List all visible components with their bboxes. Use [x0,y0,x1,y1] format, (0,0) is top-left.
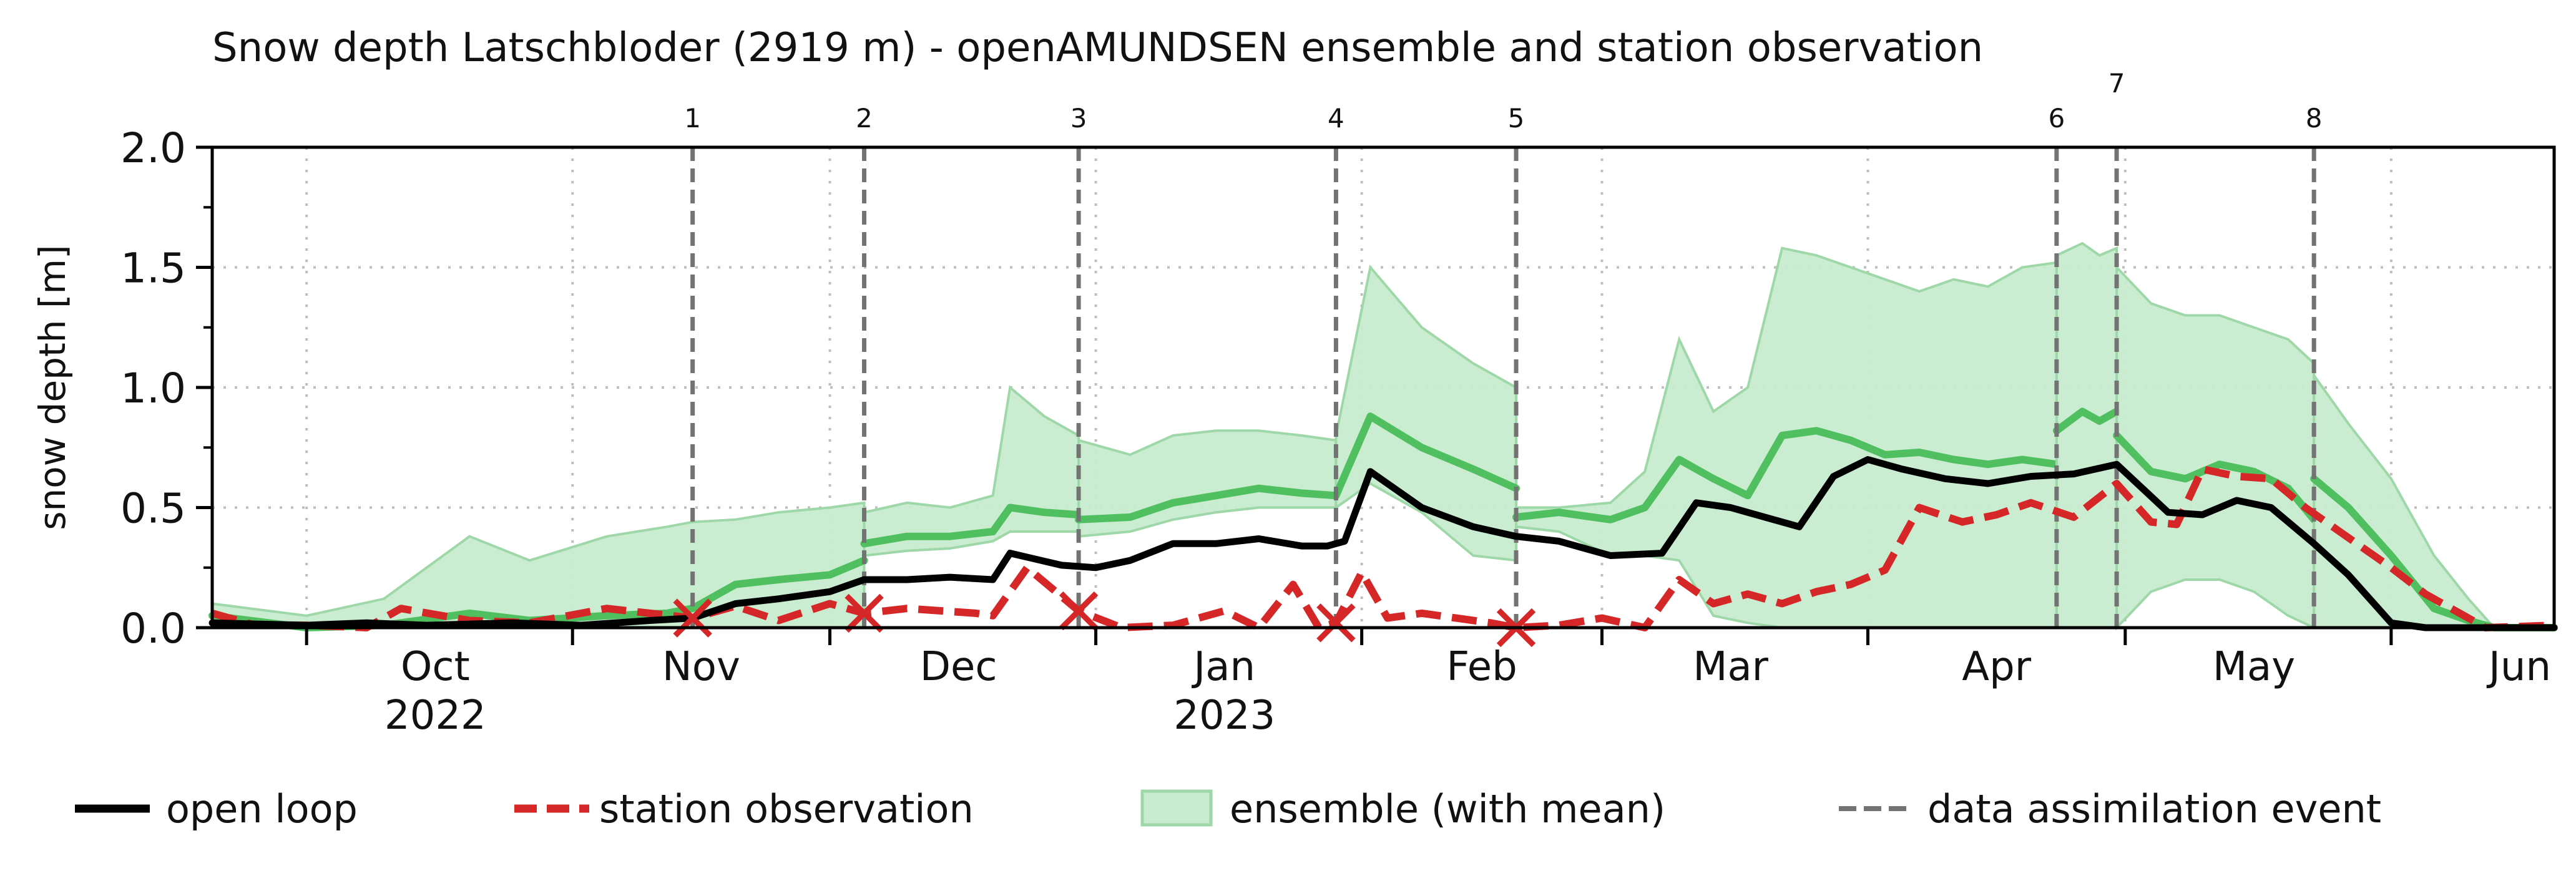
ensemble-mean-line [1075,484,1340,523]
assimilation-marker [845,593,884,633]
assimilation-event-label: 7 [2108,68,2125,99]
ensemble-band [211,501,866,629]
x-tick-label: Feb [1446,644,1517,690]
y-tick-label: 1.0 [120,364,186,412]
x-tick-sublabel: 2023 [1173,693,1275,739]
x-tick-label: Nov [662,644,740,690]
x-tick-label: Mar [1693,644,1768,690]
assimilation-marker [673,598,712,638]
ensemble-mean-line [860,504,1083,548]
x-tick-label: Jun [2486,644,2551,690]
assimilation-event-label: 8 [2306,103,2323,134]
ensemble-layer [208,241,2558,631]
ensemble-band [1335,265,1517,562]
assimilation-event-label: 4 [1328,103,1344,134]
assimilation-marker-stroke [845,593,884,633]
legend-station-label: station observation [599,786,974,832]
assimilation-marker-stroke [1316,603,1356,643]
legend-open-loop-label: open loop [166,786,358,832]
x-tick-label: Oct [401,644,470,690]
ensemble-mean-line [1512,427,2060,523]
ensemble-band [2115,264,2316,631]
y-tick-label: 1.5 [120,245,186,293]
ensemble-mean-line [1332,412,1520,500]
ensemble-band [2055,241,2118,629]
ensemble-mean-line [2052,407,2121,435]
y-tick-label: 2.0 [120,124,186,172]
y-axis-label: snow depth [m] [31,245,74,530]
chart-title: Snow depth Latschbloder (2919 m) - openA… [212,25,1983,71]
assimilation-marker-stroke [1059,591,1099,631]
assimilation-marker [1059,591,1099,631]
y-tick-label: 0.0 [120,605,186,653]
assimilation-event-label: 2 [856,103,873,134]
assimilation-marker-stroke [673,598,712,638]
assimilation-event-label: 6 [2049,103,2065,134]
legend-event-label: data assimilation event [1927,786,2381,832]
x-tick-label: Dec [920,644,997,690]
y-tick-label: 0.5 [120,485,186,533]
x-tick-label: Apr [1962,644,2031,690]
x-tick-label: Jan [1191,644,1255,690]
assimilation-event-label: 5 [1508,103,1525,134]
ensemble-band [2313,371,2554,629]
assimilation-event-label: 1 [684,103,701,134]
open-loop-line [208,456,2558,631]
open-loop-layer [208,456,2558,631]
assimilation-events: 1 2 3 4 5 6 7 8 [684,68,2323,628]
legend-ensemble-label: ensemble (with mean) [1230,786,1665,832]
x-tick-label: May [2213,644,2295,690]
legend: open loop station observation ensemble (… [75,786,2381,832]
legend-ensemble-swatch [1140,789,1213,827]
assimilation-event-label: 3 [1070,103,1087,134]
x-tick-sublabel: 2022 [384,693,486,739]
assimilation-marker [1316,603,1356,643]
